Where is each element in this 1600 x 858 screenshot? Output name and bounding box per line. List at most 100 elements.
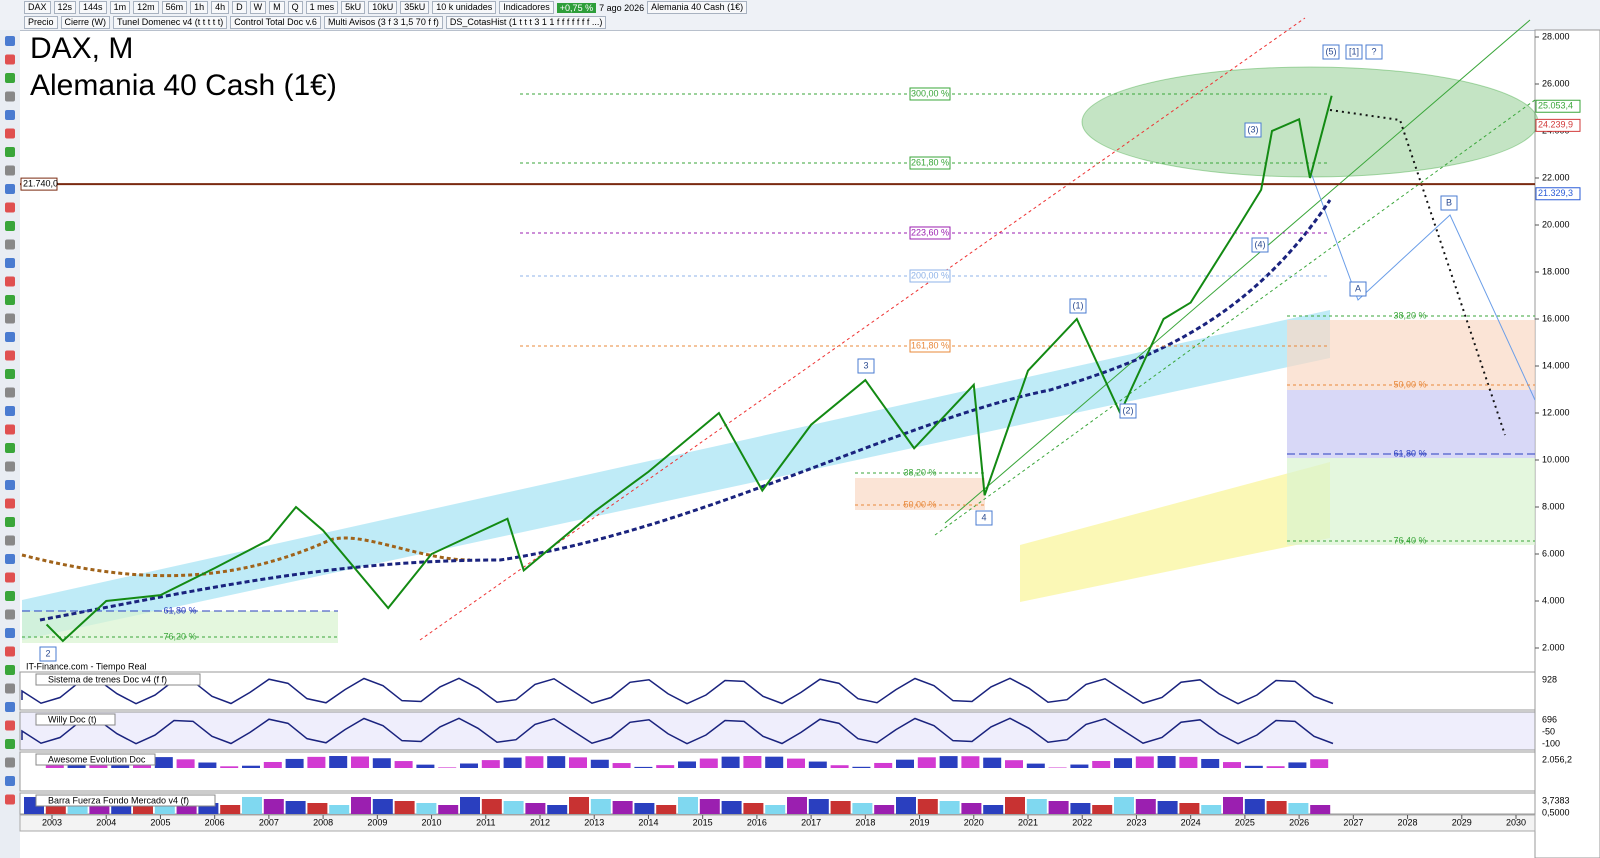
tool-icon[interactable] <box>5 646 15 657</box>
tool-icon[interactable] <box>5 517 15 527</box>
tool-icon[interactable] <box>5 387 15 398</box>
tool-icon[interactable] <box>5 110 15 120</box>
fib-label: 200,00 % <box>911 270 949 280</box>
toolbar-button[interactable]: W <box>249 1 267 14</box>
wave-label-box <box>1251 237 1269 253</box>
toolbar-button[interactable]: M <box>269 1 285 14</box>
x-tick-label: 2013 <box>584 817 604 827</box>
tool-icon[interactable] <box>5 184 15 194</box>
tool-icon[interactable] <box>5 480 15 490</box>
tool-icon[interactable] <box>5 239 15 250</box>
symbol[interactable]: DAX <box>24 1 51 14</box>
toolbar-button[interactable]: 10 k unidades <box>432 1 497 14</box>
panel-bar <box>1026 763 1045 768</box>
toolbar-button[interactable]: Indicadores <box>499 1 554 14</box>
tool-icon[interactable] <box>5 591 15 601</box>
tool-icon[interactable] <box>5 498 15 509</box>
x-tick-label: 2004 <box>96 817 116 827</box>
tool-icon[interactable] <box>5 572 15 583</box>
study[interactable]: Control Total Doc v.6 <box>230 16 321 29</box>
tool-icon[interactable] <box>5 36 15 46</box>
toolbar-button[interactable]: Q <box>287 1 303 14</box>
tool-icon[interactable] <box>5 794 15 805</box>
toolbar-button[interactable]: 1 mes <box>305 1 339 14</box>
tool-icon[interactable] <box>5 461 15 472</box>
toolbar-button[interactable]: 4h <box>211 1 230 14</box>
panel-bar <box>89 803 110 814</box>
time-axis <box>19 814 1536 832</box>
study[interactable]: Cierre (W) <box>60 16 111 29</box>
panel-bar <box>569 757 587 768</box>
toolbar-button[interactable]: 35kU <box>400 1 430 14</box>
panel-bar <box>1288 803 1309 814</box>
tool-icon[interactable] <box>5 350 15 361</box>
toolbar-button[interactable]: 56m <box>161 1 188 14</box>
tool-icon[interactable] <box>5 739 15 749</box>
toolbar-button[interactable]: 10kU <box>368 1 398 14</box>
tool-icon[interactable] <box>5 369 15 379</box>
tool-icon[interactable] <box>5 313 15 324</box>
tool-icon[interactable] <box>5 702 15 712</box>
tool-icon[interactable] <box>5 406 15 416</box>
wave-label-box <box>1119 403 1137 419</box>
wave-label-box <box>1345 44 1363 60</box>
tool-icon[interactable] <box>5 295 15 305</box>
y-tick-label: 28.000 <box>1542 31 1570 41</box>
toolbar: DAX 12s 144s 1m 12m 56m 1h 4h D W M Q 1 mes 5kU 10kU 3… <box>0 0 1600 31</box>
x-tick-label: 2006 <box>205 817 225 827</box>
tool-icon[interactable] <box>5 443 15 453</box>
study[interactable]: DS_CotasHist (1 t t t 3 1 1 f f f f f f … <box>445 16 607 29</box>
target-zone <box>1081 66 1539 178</box>
study[interactable]: Tunel Domenec v4 (t t t t t) <box>113 16 228 29</box>
fib-label: 61,80 % <box>163 605 196 615</box>
toolbar-button[interactable]: 5kU <box>341 1 366 14</box>
panel-bar <box>1179 803 1200 814</box>
tool-icon[interactable] <box>5 535 15 546</box>
toolbar-button[interactable]: 12s <box>53 1 77 14</box>
panel-line <box>21 677 1334 705</box>
panel-title-box <box>35 673 201 686</box>
panel-bar <box>547 805 568 814</box>
tool-icon[interactable] <box>5 554 15 564</box>
panel-bar <box>220 766 239 768</box>
tool-icon[interactable] <box>5 628 15 638</box>
tool-icon[interactable] <box>5 258 15 268</box>
tool-icon[interactable] <box>5 424 15 435</box>
panel-value: 3,7383 <box>1542 795 1570 805</box>
tool-icon[interactable] <box>5 332 15 342</box>
panel-value: 0,5000 <box>1542 807 1570 817</box>
instrument[interactable]: Alemania 40 Cash (1€) <box>647 1 748 14</box>
toolbar-button[interactable]: D <box>232 1 247 14</box>
toolbar-button[interactable]: 12m <box>133 1 159 14</box>
study[interactable]: Precio <box>24 16 58 29</box>
tool-icon[interactable] <box>5 165 15 176</box>
tool-icon[interactable] <box>5 73 15 83</box>
panel-bar <box>852 766 871 768</box>
tool-icon[interactable] <box>5 128 15 139</box>
tool-icon[interactable] <box>5 776 15 786</box>
price-label: 24.239,9 <box>1538 120 1573 130</box>
toolbar-button[interactable]: 1h <box>190 1 209 14</box>
tool-icon[interactable] <box>5 147 15 157</box>
study[interactable]: Multi Avisos (3 f 3 1,5 70 f f) <box>323 16 443 29</box>
panel-bar <box>743 803 764 814</box>
fib-label: 61,80 % <box>1393 448 1426 458</box>
panel <box>19 671 1536 711</box>
toolbar-button[interactable]: 1m <box>109 1 131 14</box>
fib-label: 38,20 % <box>903 467 936 477</box>
tool-icon[interactable] <box>5 91 15 102</box>
panel-bar <box>198 803 219 814</box>
panel-bar <box>285 801 306 814</box>
tool-icon[interactable] <box>5 683 15 694</box>
tool-icon[interactable] <box>5 609 15 620</box>
tool-icon[interactable] <box>5 665 15 675</box>
tool-icon[interactable] <box>5 757 15 768</box>
tool-icon[interactable] <box>5 54 15 65</box>
wave-label-box <box>1365 44 1383 60</box>
tool-icon[interactable] <box>5 276 15 287</box>
tool-icon[interactable] <box>5 202 15 213</box>
toolbar-button[interactable]: 144s <box>79 1 107 14</box>
tool-icon[interactable] <box>5 221 15 231</box>
tool-icon[interactable] <box>5 720 15 731</box>
wave-label: (2) <box>1123 405 1134 415</box>
